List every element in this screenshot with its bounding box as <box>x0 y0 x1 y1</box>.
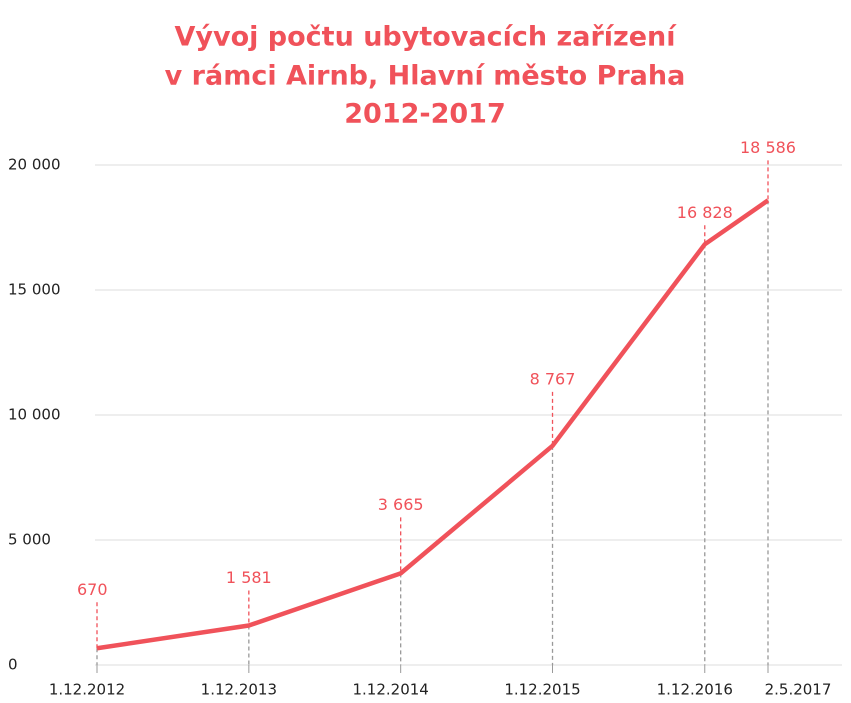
data-label: 1 581 <box>226 568 272 587</box>
data-label: 16 828 <box>677 203 733 222</box>
data-label: 8 767 <box>530 369 576 388</box>
chart-title: Vývoj počtu ubytovacích zařízení <box>174 22 677 53</box>
x-tick-label: 1.12.2013 <box>201 681 277 699</box>
x-tick-label: 1.12.2015 <box>504 681 580 699</box>
y-tick-label: 20 000 <box>8 156 61 174</box>
x-tick-label: 2.5.2017 <box>765 681 832 699</box>
chart-title: 2012-2017 <box>344 99 506 130</box>
data-label: 670 <box>77 580 108 599</box>
y-tick-label: 0 <box>8 656 18 674</box>
chart-title: v rámci Airnb, Hlavní město Praha <box>165 61 686 92</box>
x-tick-label: 1.12.2016 <box>657 681 733 699</box>
y-tick-label: 5 000 <box>8 531 51 549</box>
line <box>96 198 770 651</box>
x-tick-label: 1.12.2012 <box>49 681 125 699</box>
data-label: 18 586 <box>740 138 796 157</box>
y-tick-label: 10 000 <box>8 406 61 424</box>
x-tick-label: 1.12.2014 <box>353 681 429 699</box>
y-tick-label: 15 000 <box>8 281 61 299</box>
data-label: 3 665 <box>378 495 424 514</box>
